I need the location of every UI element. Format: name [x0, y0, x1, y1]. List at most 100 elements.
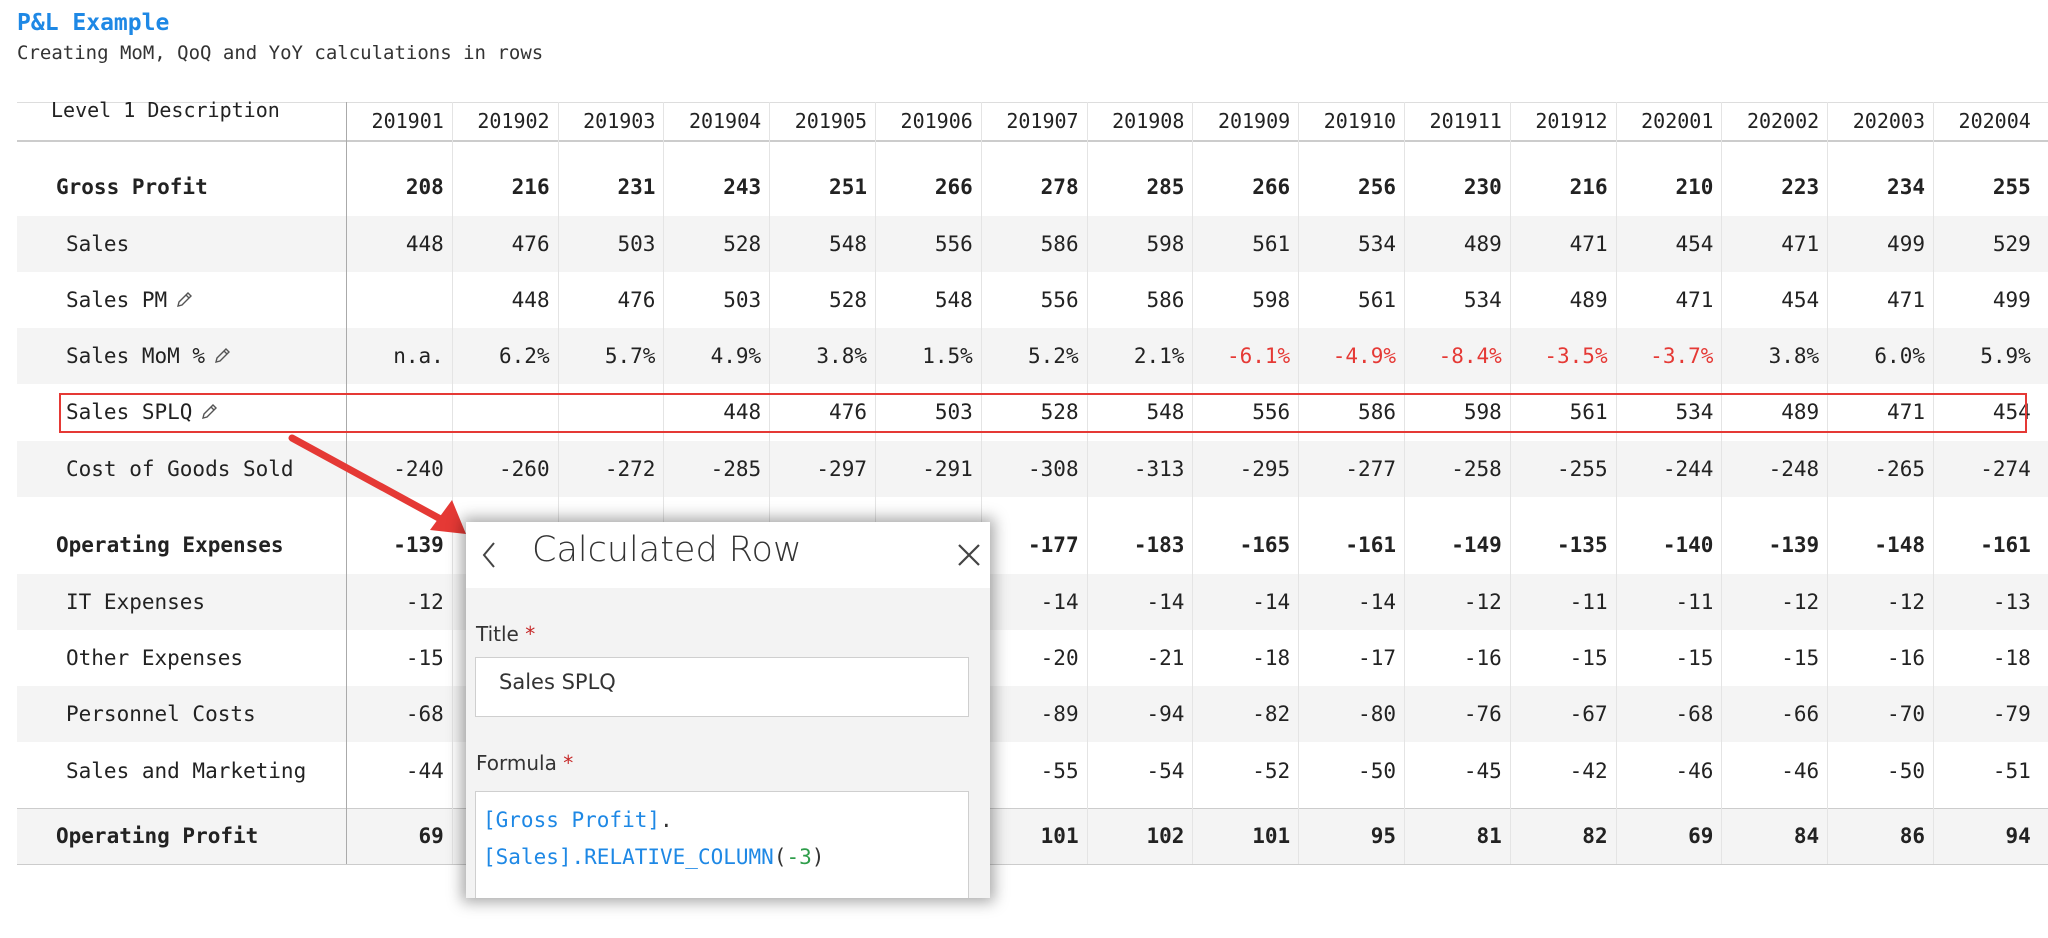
table-cell: 556	[934, 232, 973, 256]
table-cell: -46	[1781, 759, 1820, 783]
table-cell: 489	[1569, 288, 1608, 312]
column-divider	[1298, 102, 1300, 864]
table-cell: -14	[1358, 590, 1396, 614]
table-cell: 556	[1040, 288, 1079, 312]
table-cell: 548	[829, 232, 867, 256]
table-cell: 1.5%	[922, 344, 973, 368]
column-header: 201912	[1535, 109, 1608, 133]
table-cell: -16	[1463, 646, 1502, 670]
table-cell: -55	[1040, 759, 1079, 783]
close-button[interactable]	[956, 542, 982, 568]
table-cell: 561	[1569, 400, 1608, 424]
table-cell: 529	[1992, 232, 2031, 256]
table-cell: 82	[1582, 824, 1608, 848]
edit-icon[interactable]	[200, 403, 218, 421]
table-cell: -148	[1874, 533, 1925, 557]
column-header: 201905	[794, 109, 867, 133]
edit-icon[interactable]	[213, 347, 231, 365]
table-cell: -68	[405, 702, 444, 726]
table-cell: -183	[1133, 533, 1185, 557]
table-cell: -46	[1675, 759, 1714, 783]
table-cell: -15	[1675, 646, 1714, 670]
table-cell: 94	[2005, 824, 2031, 848]
table-cell: 101	[1252, 824, 1291, 848]
table-cell: 230	[1463, 175, 1502, 199]
column-divider	[1933, 102, 1934, 864]
table-cell: 95	[1370, 824, 1396, 848]
table-cell: n.a.	[393, 344, 444, 368]
table-cell: -44	[405, 759, 444, 783]
table-cell: -50	[1358, 759, 1396, 783]
row-shading	[17, 808, 2048, 864]
table-cell: 471	[1569, 232, 1608, 256]
table-cell: -149	[1451, 533, 1502, 557]
edit-icon[interactable]	[175, 291, 193, 309]
table-cell: 503	[723, 288, 762, 312]
table-cell: 256	[1358, 175, 1396, 199]
table-cell: -8.4%	[1438, 344, 1502, 368]
table-cell: 534	[1675, 400, 1714, 424]
table-cell: 69	[1688, 824, 1714, 848]
table-cell: -240	[393, 457, 444, 481]
table-cell: 448	[723, 400, 762, 424]
title-input-value: Sales SPLQ	[499, 670, 616, 694]
table-cell: 489	[1781, 400, 1820, 424]
column-header: 201911	[1429, 109, 1502, 133]
column-divider	[557, 102, 559, 864]
table-cell: 586	[1146, 288, 1185, 312]
table-cell: -15	[405, 646, 444, 670]
table-cell: -13	[1992, 590, 2031, 614]
table-cell: -313	[1133, 457, 1185, 481]
table-cell: 3.8%	[816, 344, 867, 368]
formula-input[interactable]	[475, 791, 969, 898]
table-cell: -260	[499, 457, 550, 481]
table-cell: -89	[1040, 702, 1079, 726]
table-cell: -20	[1040, 646, 1079, 670]
table-cell: -82	[1252, 702, 1291, 726]
column-divider	[346, 102, 347, 864]
row-label: Other Expenses	[66, 646, 244, 670]
column-divider	[1827, 102, 1829, 864]
formula-token: (	[773, 845, 787, 869]
table-cell: -14	[1146, 590, 1185, 614]
table-cell: 586	[1040, 232, 1079, 256]
table-cell: 243	[723, 175, 762, 199]
table-cell: 6.0%	[1874, 344, 1925, 368]
table-cell: -12	[1887, 590, 1925, 614]
row-label: Personnel Costs	[66, 702, 256, 726]
column-divider	[980, 102, 982, 864]
column-header: 201909	[1217, 109, 1291, 133]
row-label: Operating Profit	[56, 824, 259, 848]
table-cell: -248	[1768, 457, 1820, 481]
table-cell: 471	[1887, 288, 1925, 312]
column-divider	[1086, 102, 1088, 864]
column-header: 201906	[900, 109, 973, 133]
table-cell: -308	[1028, 457, 1079, 481]
table-cell: -15	[1569, 646, 1608, 670]
table-cell: 556	[1252, 400, 1291, 424]
table-cell: 5.7%	[604, 344, 656, 368]
title-input[interactable]	[475, 657, 969, 717]
table-cell: -15	[1781, 646, 1820, 670]
table-cell: 454	[1781, 288, 1820, 312]
table-cell: 561	[1358, 288, 1396, 312]
back-button[interactable]	[480, 540, 500, 570]
column-header: 201904	[688, 109, 762, 133]
table-cell: -297	[816, 457, 867, 481]
table-cell: 534	[1358, 232, 1396, 256]
table-cell: 231	[617, 175, 656, 199]
table-cell: -12	[1463, 590, 1502, 614]
table-cell: 86	[1899, 824, 1925, 848]
table-cell: -11	[1569, 590, 1608, 614]
table-cell: 471	[1781, 232, 1820, 256]
table-cell: 278	[1040, 175, 1079, 199]
table-cell: -66	[1781, 702, 1820, 726]
table-cell: 561	[1252, 232, 1291, 256]
table-cell: -258	[1451, 457, 1502, 481]
arrow-head	[430, 500, 466, 534]
table-cell: 5.9%	[1980, 344, 2031, 368]
column-header: 201901	[371, 109, 444, 133]
formula-text: [Gross Profit]. [Sales].RELATIVE_COLUMN(-…	[483, 802, 824, 876]
formula-token: [Sales]	[483, 845, 572, 869]
table-cell: 210	[1675, 175, 1714, 199]
